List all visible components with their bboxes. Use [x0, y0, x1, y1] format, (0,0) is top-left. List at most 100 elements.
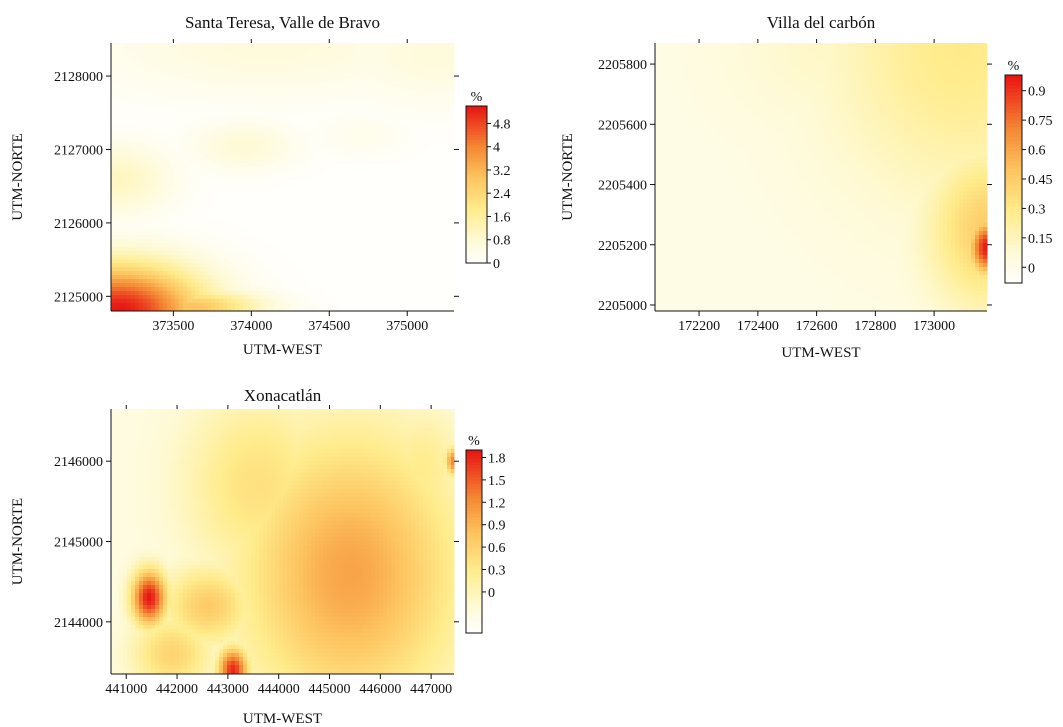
- heatmap-cell: [127, 75, 132, 80]
- heatmap-cell: [155, 131, 160, 136]
- heatmap-cell: [227, 139, 232, 144]
- heatmap-cell: [319, 247, 324, 252]
- heatmap-cell: [115, 147, 120, 152]
- heatmap-cell: [271, 243, 276, 248]
- heatmap-cell: [251, 155, 256, 160]
- heatmap-cell: [395, 259, 400, 264]
- heatmap-cell: [391, 151, 396, 156]
- heatmap-cell: [379, 255, 384, 260]
- heatmap-cell: [111, 163, 116, 168]
- heatmap-cell: [243, 271, 248, 276]
- heatmap-cell: [147, 87, 152, 92]
- heatmap-cell: [279, 263, 284, 268]
- heatmap-cell: [251, 211, 256, 216]
- heatmap-cell: [351, 215, 356, 220]
- heatmap-cell: [199, 191, 204, 196]
- heatmap-cell: [403, 103, 408, 108]
- heatmap-cell: [295, 195, 300, 200]
- heatmap-cell: [323, 51, 328, 56]
- heatmap-cell: [355, 123, 360, 128]
- heatmap-cell: [299, 151, 304, 156]
- heatmap-cell: [391, 83, 396, 88]
- heatmap-cell: [275, 55, 280, 60]
- heatmap-cell: [383, 163, 388, 168]
- heatmap-cell: [199, 175, 204, 180]
- heatmap-cell: [319, 87, 324, 92]
- heatmap-cell: [415, 227, 420, 232]
- heatmap-cell: [239, 251, 244, 256]
- heatmap-cell: [363, 167, 368, 172]
- heatmap-cell: [163, 183, 168, 188]
- heatmap-cell: [419, 59, 424, 64]
- heatmap-cell: [303, 179, 308, 184]
- heatmap-cell: [335, 59, 340, 64]
- heatmap-cell: [123, 239, 128, 244]
- heatmap-cell: [263, 91, 268, 96]
- heatmap-cell: [195, 47, 200, 52]
- heatmap-cell: [143, 119, 148, 124]
- heatmap-cell: [439, 75, 444, 80]
- heatmap-cell: [167, 87, 172, 92]
- heatmap-cell: [339, 99, 344, 104]
- heatmap-cell: [279, 159, 284, 164]
- heatmap-cell: [223, 79, 228, 84]
- heatmap-cell: [167, 251, 172, 256]
- heatmap-cell: [423, 239, 428, 244]
- heatmap-cell: [431, 143, 436, 148]
- heatmap-cell: [279, 235, 284, 240]
- heatmap-cell: [219, 119, 224, 124]
- heatmap-cell: [211, 267, 216, 272]
- heatmap-cell: [163, 91, 168, 96]
- heatmap-cell: [119, 47, 124, 52]
- heatmap-cell: [183, 83, 188, 88]
- heatmap-cell: [299, 255, 304, 260]
- heatmap-cell: [115, 259, 120, 264]
- heatmap-cell: [123, 211, 128, 216]
- heatmap-cell: [227, 179, 232, 184]
- heatmap-cell: [271, 135, 276, 140]
- heatmap-cell: [447, 263, 452, 268]
- heatmap-cell: [151, 207, 156, 212]
- heatmap-cell: [423, 111, 428, 116]
- heatmap-cell: [255, 147, 260, 152]
- heatmap-cell: [379, 171, 384, 176]
- heatmap-cell: [383, 135, 388, 140]
- heatmap-cell: [319, 115, 324, 120]
- heatmap-cell: [163, 119, 168, 124]
- heatmap-cell: [339, 107, 344, 112]
- heatmap-cell: [311, 255, 316, 260]
- heatmap-cell: [347, 91, 352, 96]
- heatmap-cell: [419, 83, 424, 88]
- heatmap-cell: [331, 163, 336, 168]
- heatmap-cell: [119, 271, 124, 276]
- heatmap-cell: [427, 271, 432, 276]
- heatmap-cell: [179, 187, 184, 192]
- heatmap-cell: [135, 55, 140, 60]
- heatmap-cell: [299, 135, 304, 140]
- heatmap-cell: [439, 115, 444, 120]
- heatmap-cell: [163, 83, 168, 88]
- heatmap-cell: [115, 103, 120, 108]
- heatmap-cell: [191, 235, 196, 240]
- heatmap-cell: [207, 175, 212, 180]
- heatmap-cell: [411, 119, 416, 124]
- heatmap-cell: [419, 179, 424, 184]
- heatmap-cell: [131, 131, 136, 136]
- heatmap-cell: [191, 67, 196, 72]
- heatmap-cell: [403, 99, 408, 104]
- heatmap-cell: [319, 71, 324, 76]
- heatmap-cell: [243, 67, 248, 72]
- heatmap-cell: [343, 107, 348, 112]
- heatmap-cell: [287, 131, 292, 136]
- heatmap-cell: [139, 111, 144, 116]
- heatmap-cell: [315, 251, 320, 256]
- heatmap-cell: [355, 99, 360, 104]
- heatmap-cell: [259, 215, 264, 220]
- heatmap-cell: [263, 163, 268, 168]
- heatmap-cell: [431, 243, 436, 248]
- heatmap-cell: [163, 79, 168, 84]
- heatmap-cell: [155, 103, 160, 108]
- heatmap-cell: [443, 147, 448, 152]
- heatmap-cell: [227, 195, 232, 200]
- heatmap-cell: [307, 83, 312, 88]
